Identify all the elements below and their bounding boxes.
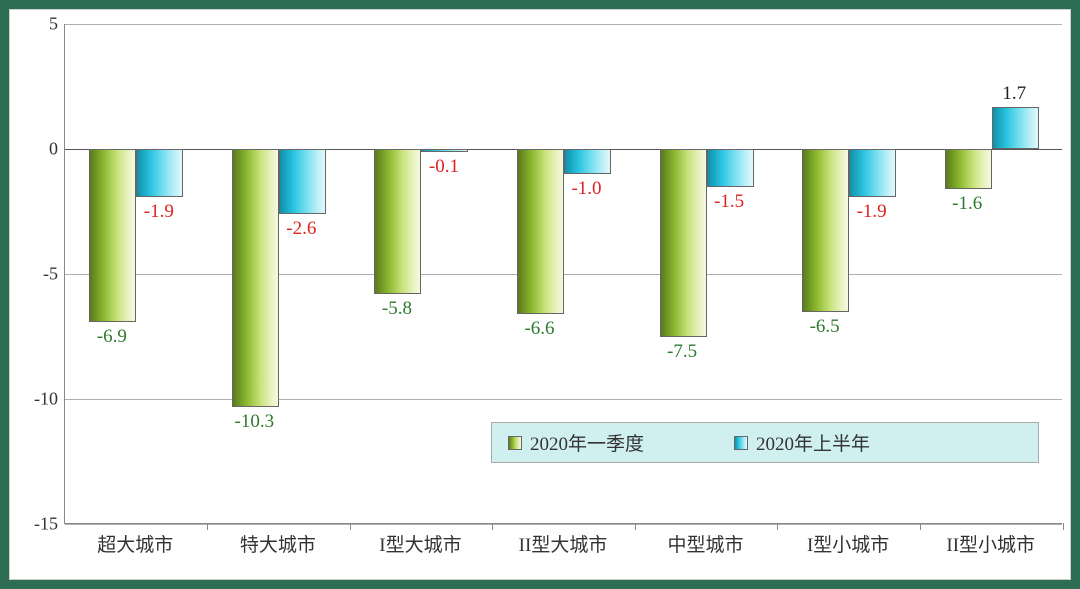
x-tick <box>920 523 921 530</box>
x-category-label: I型大城市 <box>379 530 461 557</box>
x-tick <box>635 523 636 530</box>
bar <box>517 149 564 314</box>
x-tick <box>1063 523 1064 530</box>
legend-item: 2020年上半年 <box>734 429 870 456</box>
x-category-label: II型小城市 <box>946 530 1035 557</box>
legend-label: 2020年上半年 <box>756 429 870 456</box>
data-label: -1.9 <box>857 201 887 223</box>
data-label: -1.6 <box>952 193 982 215</box>
bar <box>232 149 279 407</box>
data-label: -6.9 <box>97 326 127 348</box>
x-tick <box>207 523 208 530</box>
data-label: -1.0 <box>571 178 601 200</box>
bar <box>849 149 896 197</box>
bar <box>374 149 421 294</box>
bar <box>89 149 136 322</box>
bar <box>945 149 992 189</box>
x-category-label: 中型城市 <box>668 530 744 557</box>
legend: 2020年一季度 2020年上半年 <box>491 422 1039 463</box>
data-label: -0.1 <box>429 156 459 178</box>
bar <box>421 149 468 152</box>
y-tick-label: 5 <box>18 14 58 35</box>
gridline <box>65 399 1062 400</box>
y-tick-label: -15 <box>18 514 58 535</box>
data-label: -7.5 <box>667 341 697 363</box>
data-label: -10.3 <box>235 411 275 433</box>
legend-item: 2020年一季度 <box>508 429 644 456</box>
x-tick <box>777 523 778 530</box>
bar <box>564 149 611 174</box>
y-tick-label: -10 <box>18 389 58 410</box>
y-tick-label: -5 <box>18 264 58 285</box>
x-category-label: 超大城市 <box>97 530 173 557</box>
data-label: -6.5 <box>810 316 840 338</box>
data-label: -1.9 <box>144 201 174 223</box>
bar <box>707 149 754 187</box>
data-label: -2.6 <box>286 218 316 240</box>
y-tick-label: 0 <box>18 139 58 160</box>
gridline <box>65 524 1062 525</box>
legend-swatch-icon <box>508 436 522 450</box>
legend-label: 2020年一季度 <box>530 429 644 456</box>
x-category-label: II型大城市 <box>519 530 608 557</box>
bar <box>992 107 1039 150</box>
gridline <box>65 24 1062 25</box>
data-label: -5.8 <box>382 298 412 320</box>
data-label: -6.6 <box>524 318 554 340</box>
bar <box>660 149 707 337</box>
x-category-label: 特大城市 <box>240 530 316 557</box>
bar <box>279 149 326 214</box>
data-label: 1.7 <box>1002 83 1026 105</box>
bar <box>136 149 183 197</box>
chart-container: 2020年一季度 2020年上半年 5 0 -5 -10 -15 超大城市 -6.9 -1.9… <box>9 9 1071 580</box>
x-tick <box>492 523 493 530</box>
x-category-label: I型小城市 <box>807 530 889 557</box>
bar <box>802 149 849 312</box>
data-label: -1.5 <box>714 191 744 213</box>
x-tick <box>350 523 351 530</box>
legend-swatch-icon <box>734 436 748 450</box>
